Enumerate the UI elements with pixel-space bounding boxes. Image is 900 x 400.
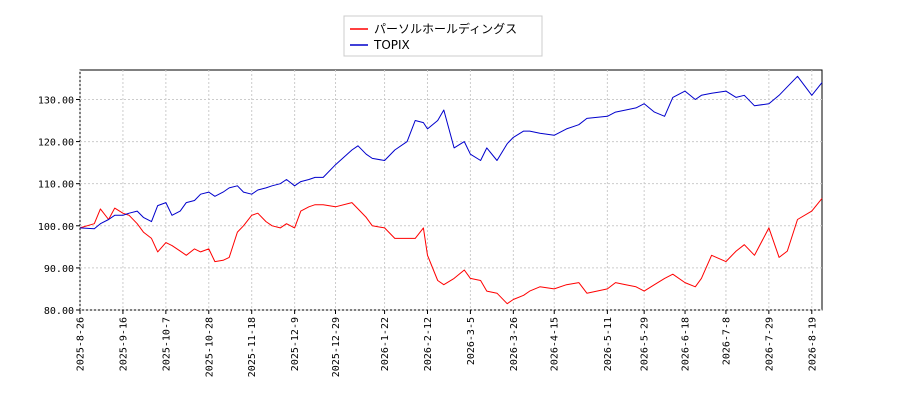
- x-tick-label: 2026-7-29: [764, 317, 775, 371]
- x-tick-label: 2026-5-29: [640, 317, 651, 371]
- x-tick-label: 2026-5-11: [603, 317, 614, 371]
- plot-area: [79, 69, 823, 311]
- legend-label-1: TOPIX: [373, 38, 410, 52]
- series-line-0: [79, 198, 823, 305]
- x-axis: 2025-8-26 2025-9-16 2025-10-7 2025-10-28 202…: [76, 310, 818, 377]
- legend-label-0: パーソルホールディングス: [374, 21, 517, 36]
- x-tick-label: 2025-9-16: [118, 317, 129, 371]
- x-tick-label: 2026-6-18: [681, 317, 692, 371]
- x-tick-label: 2025-10-7: [161, 317, 172, 371]
- x-tick-label: 2025-11-18: [247, 317, 258, 377]
- y-tick-label: 120.00: [38, 138, 74, 149]
- legend-box: [343, 15, 543, 57]
- series-lines: [79, 75, 823, 305]
- x-tick-label: 2026-3-26: [509, 317, 520, 371]
- legend: パーソルホールディングス TOPIX: [343, 15, 543, 57]
- y-tick-label: 80.00: [44, 306, 74, 317]
- x-tick-label: 2026-7-8: [721, 317, 732, 365]
- x-tick-label: 2025-10-28: [204, 317, 215, 377]
- x-tick-label: 2026-3-5: [466, 317, 477, 365]
- y-axis: 80.00 90.00 100.00 110.00 120.00 130.00: [38, 95, 80, 317]
- x-tick-label: 2026-2-12: [423, 317, 434, 371]
- y-tick-label: 100.00: [38, 222, 74, 233]
- grid-lines: [79, 70, 822, 311]
- y-tick-label: 110.00: [38, 180, 74, 191]
- x-tick-label: 2026-4-15: [550, 317, 561, 371]
- x-tick-label: 2025-8-26: [76, 317, 87, 371]
- y-tick-label: 90.00: [44, 264, 74, 275]
- series-line-1: [79, 75, 823, 230]
- x-tick-label: 2026-1-22: [380, 317, 391, 371]
- x-tick-label: 2026-8-19: [807, 317, 818, 371]
- y-tick-label: 130.00: [38, 95, 74, 106]
- x-tick-label: 2025-12-29: [331, 317, 342, 377]
- x-tick-label: 2025-12-9: [290, 317, 301, 371]
